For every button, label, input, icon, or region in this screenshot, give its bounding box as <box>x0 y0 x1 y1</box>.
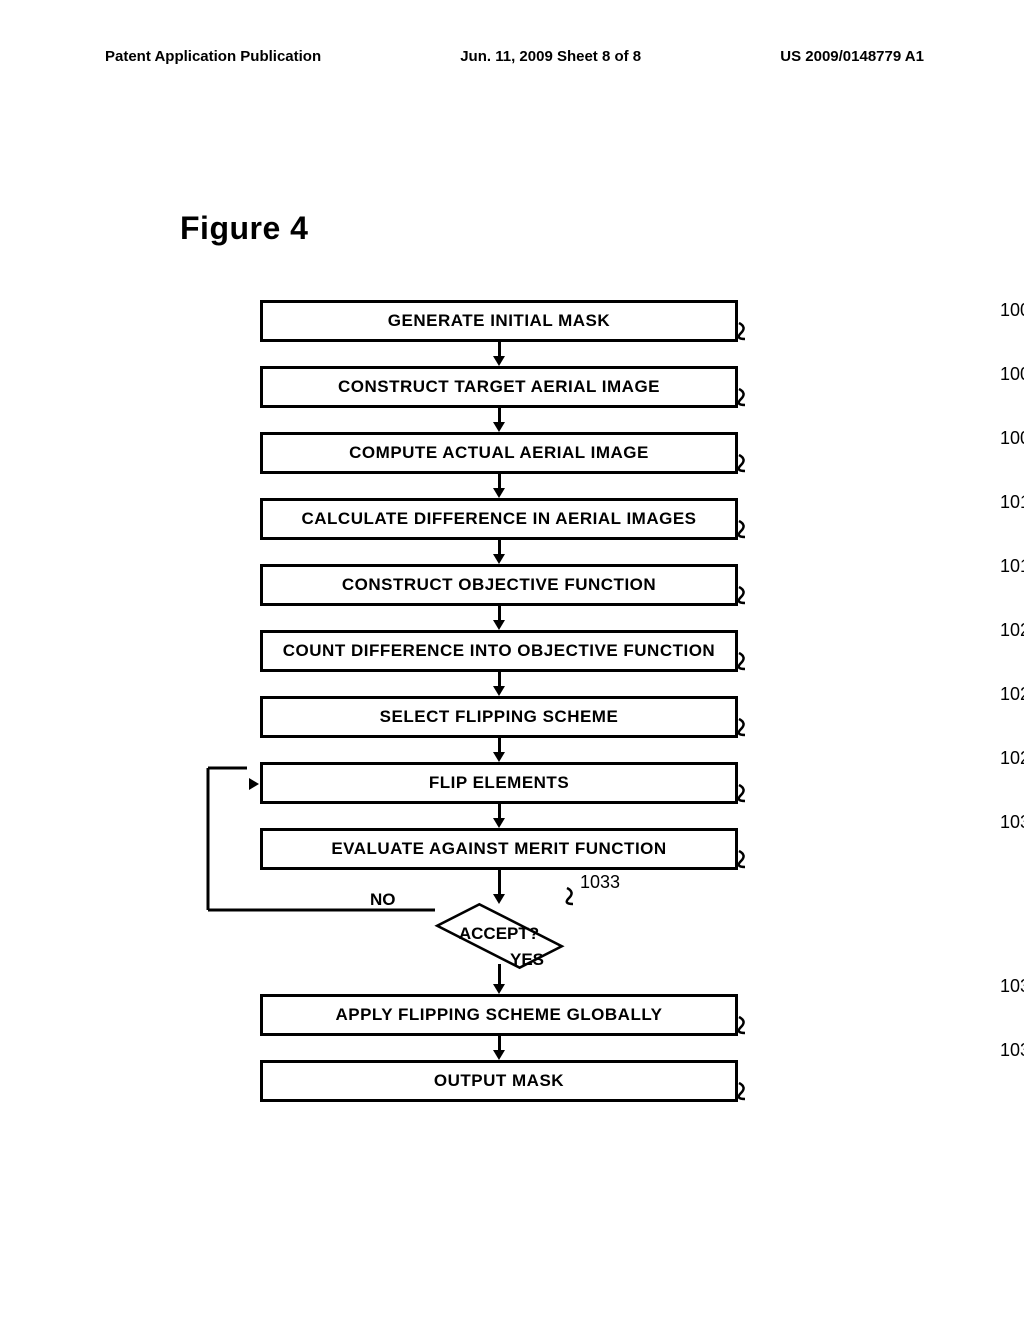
loop-back-arrow <box>205 748 440 928</box>
label-1027: 1027 <box>1000 748 1024 769</box>
box-1024: SELECT FLIPPING SCHEME <box>260 696 738 738</box>
box-1012: CALCULATE DIFFERENCE IN AERIAL IMAGES <box>260 498 738 540</box>
box-text: CONSTRUCT TARGET AERIAL IMAGE <box>338 377 660 396</box>
box-1009: COMPUTE ACTUAL AERIAL IMAGE <box>260 432 738 474</box>
header-center: Jun. 11, 2009 Sheet 8 of 8 <box>460 48 641 65</box>
squiggle-icon <box>737 783 755 803</box>
label-1033: 1033 <box>580 872 620 893</box>
label-1018: 1018 <box>1000 556 1024 577</box>
box-1021: COUNT DIFFERENCE INTO OBJECTIVE FUNCTION <box>260 630 738 672</box>
squiggle-icon <box>737 453 755 473</box>
label-1003: 1003 <box>1000 300 1024 321</box>
label-1039: 1039 <box>1000 1040 1024 1061</box>
label-1024: 1024 <box>1000 684 1024 705</box>
box-text: CALCULATE DIFFERENCE IN AERIAL IMAGES <box>301 509 696 528</box>
label-1009: 1009 <box>1000 428 1024 449</box>
box-text: APPLY FLIPPING SCHEME GLOBALLY <box>335 1005 662 1024</box>
box-text: OUTPUT MASK <box>434 1071 564 1090</box>
box-1003: GENERATE INITIAL MASK <box>260 300 738 342</box>
label-1012: 1012 <box>1000 492 1024 513</box>
box-1018: CONSTRUCT OBJECTIVE FUNCTION <box>260 564 738 606</box>
label-1030: 1030 <box>1000 812 1024 833</box>
squiggle-icon <box>737 387 755 407</box>
box-text: COUNT DIFFERENCE INTO OBJECTIVE FUNCTION <box>283 641 715 660</box>
header-right: US 2009/0148779 A1 <box>780 48 924 65</box>
box-text: CONSTRUCT OBJECTIVE FUNCTION <box>342 575 656 594</box>
box-text: GENERATE INITIAL MASK <box>388 311 610 330</box>
box-text: SELECT FLIPPING SCHEME <box>380 707 619 726</box>
yes-label: YES <box>510 950 544 970</box>
squiggle-icon <box>737 651 755 671</box>
box-1006: CONSTRUCT TARGET AERIAL IMAGE <box>260 366 738 408</box>
box-1039: OUTPUT MASK <box>260 1060 738 1102</box>
box-text: FLIP ELEMENTS <box>429 773 569 792</box>
label-1021: 1021 <box>1000 620 1024 641</box>
squiggle-icon <box>737 321 755 341</box>
flowchart: GENERATE INITIAL MASK 1003 CONSTRUCT TAR… <box>260 300 738 1102</box>
label-1036: 1036 <box>1000 976 1024 997</box>
header-left: Patent Application Publication <box>105 48 321 65</box>
box-1036: APPLY FLIPPING SCHEME GLOBALLY <box>260 994 738 1036</box>
box-text: COMPUTE ACTUAL AERIAL IMAGE <box>349 443 649 462</box>
header: Patent Application Publication Jun. 11, … <box>0 48 1024 65</box>
squiggle-icon <box>737 1015 755 1035</box>
squiggle-icon <box>737 519 755 539</box>
label-1006: 1006 <box>1000 364 1024 385</box>
squiggle-icon <box>737 717 755 737</box>
squiggle-icon <box>737 585 755 605</box>
decision-text: ACCEPT? <box>439 924 559 944</box>
figure-title: Figure 4 <box>180 210 308 247</box>
squiggle-icon <box>737 849 755 869</box>
squiggle-icon <box>737 1081 755 1101</box>
